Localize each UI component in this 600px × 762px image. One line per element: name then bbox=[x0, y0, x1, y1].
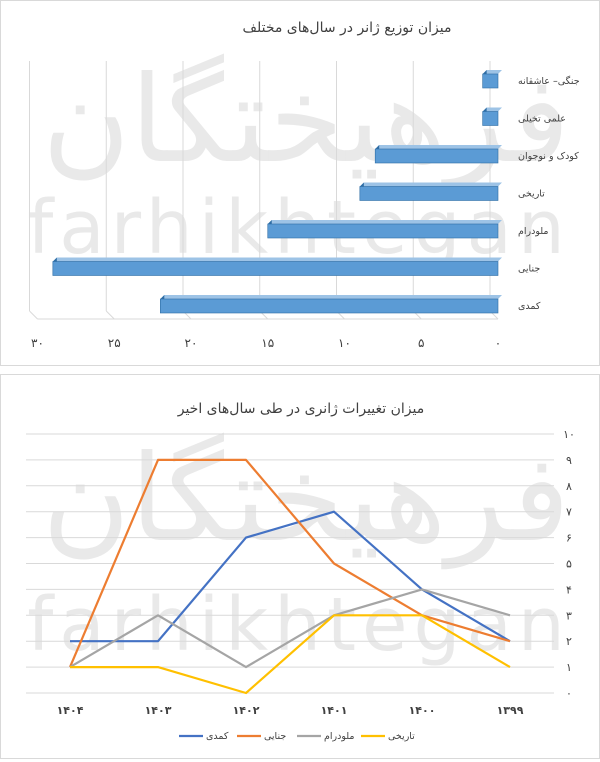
y-tick-label: ۲ bbox=[566, 635, 572, 648]
bar-top bbox=[375, 145, 502, 149]
x-axis-tick-labels: ۰ ۵ ۱۰ ۱۵ ۲۰ ۲۵ ۳۰ bbox=[31, 336, 501, 350]
x-axis-tick-labels: ۱۴۰۴ ۱۴۰۳ ۱۴۰۲ ۱۴۰۱ ۱۴۰۰ ۱۳۹۹ bbox=[57, 704, 524, 717]
series-line bbox=[70, 510, 511, 643]
x-tick-label: ۱۴۰۱ bbox=[321, 704, 348, 717]
bars bbox=[52, 70, 503, 314]
x-tick-label: ۲۰ bbox=[185, 336, 198, 350]
bar-face bbox=[160, 298, 499, 314]
gridline-floor bbox=[105, 310, 115, 320]
bar-top bbox=[359, 182, 502, 187]
bar bbox=[160, 295, 503, 314]
y-tick-label: ۴ bbox=[566, 583, 572, 596]
series-lines bbox=[68, 458, 511, 695]
x-tick-label: ۵ bbox=[418, 336, 424, 350]
category-label: تاریخی bbox=[518, 189, 545, 200]
bar-face bbox=[267, 223, 499, 239]
legend-label: کمدی bbox=[206, 731, 229, 742]
x-tick-label: ۱۴۰۴ bbox=[57, 704, 84, 717]
y-tick-label: ۸ bbox=[566, 480, 572, 493]
y-tick-label: ۳ bbox=[566, 609, 572, 622]
bar bbox=[482, 70, 502, 89]
bar-top bbox=[160, 295, 503, 299]
y-axis-tick-labels: ۰ ۱ ۲ ۳ ۴ ۵ ۶ ۷ ۸ ۹ ۱۰ bbox=[563, 428, 575, 700]
legend: کمدی جنایی ملودرام تاریخی bbox=[179, 731, 415, 742]
category-label: جنگی– عاشقانه bbox=[518, 75, 580, 87]
bar-face bbox=[359, 186, 499, 201]
legend-item: کمدی bbox=[179, 731, 229, 742]
x-tick-label: ۱۳۹۹ bbox=[497, 704, 524, 717]
watermark-primary: فرهیختگان bbox=[42, 51, 570, 190]
series-line bbox=[70, 614, 511, 695]
y-tick-label: ۱ bbox=[566, 661, 572, 674]
category-label: ملودرام bbox=[518, 226, 548, 237]
x-tick-label: ۱۴۰۲ bbox=[233, 704, 260, 717]
watermark-latin: farhikhtegan bbox=[27, 582, 571, 668]
line-chart-panel: فرهیختگان farhikhtegan میزان تغییرات ژان… bbox=[0, 374, 600, 759]
bar bbox=[52, 257, 502, 276]
bar bbox=[267, 220, 502, 239]
bar-top bbox=[482, 70, 502, 74]
bar-top bbox=[52, 257, 502, 262]
bar-face bbox=[52, 261, 499, 276]
series-line bbox=[69, 588, 511, 669]
legend-label: جنایی bbox=[264, 731, 286, 742]
legend-item: تاریخی bbox=[361, 731, 415, 742]
x-tick-label: ۰ bbox=[495, 336, 501, 350]
category-label: جنایی bbox=[518, 264, 540, 275]
legend-item: ملودرام bbox=[297, 731, 354, 742]
series-line bbox=[68, 458, 511, 668]
bar-face bbox=[374, 148, 499, 164]
line-chart: فرهیختگان farhikhtegan میزان تغییرات ژان… bbox=[26, 401, 575, 742]
x-tick-label: ۲۵ bbox=[108, 336, 121, 350]
legend-item: جنایی bbox=[237, 731, 286, 742]
category-label: کودک و نوجوان bbox=[518, 151, 579, 162]
chart-title: میزان توزیع ژانر در سال‌های مختلف bbox=[242, 20, 451, 36]
bar-top bbox=[267, 220, 502, 224]
bar bbox=[482, 107, 502, 126]
x-tick-label: ۱۵ bbox=[261, 336, 274, 350]
chart-title: میزان تغییرات ژانری در طی سال‌های اخیر bbox=[177, 401, 425, 417]
legend-label: ملودرام bbox=[324, 731, 354, 742]
x-tick-label: ۱۴۰۰ bbox=[409, 704, 436, 717]
bar-face bbox=[482, 111, 499, 126]
bar bbox=[359, 182, 502, 201]
x-tick-label: ۱۴۰۳ bbox=[145, 704, 172, 717]
gridline-floor bbox=[29, 310, 38, 320]
bar bbox=[374, 145, 502, 164]
bar-top bbox=[482, 107, 502, 112]
y-tick-label: ۷ bbox=[566, 506, 572, 519]
category-label: کمدی bbox=[518, 301, 541, 312]
bar-chart-panel: فرهیختگان farhikhtegan میزان توزیع ژانر … bbox=[0, 0, 600, 366]
y-tick-label: ۶ bbox=[566, 532, 572, 545]
y-tick-label: ۹ bbox=[566, 454, 572, 467]
category-labels: جنگی– عاشقانه علمی تخیلی کودک و نوجوان تاری… bbox=[518, 75, 580, 312]
legend-label: تاریخی bbox=[388, 731, 415, 742]
y-tick-label: ۵ bbox=[566, 558, 572, 571]
bar-chart: فرهیختگان farhikhtegan میزان توزیع ژانر … bbox=[27, 20, 580, 350]
y-tick-label: ۰ bbox=[566, 687, 572, 700]
watermark-primary: فرهیختگان bbox=[42, 430, 570, 569]
y-tick-label: ۱۰ bbox=[563, 428, 575, 441]
bar-face bbox=[482, 73, 499, 89]
x-tick-label: ۱۰ bbox=[338, 336, 351, 350]
category-label: علمی تخیلی bbox=[518, 114, 566, 125]
x-tick-label: ۳۰ bbox=[31, 336, 44, 350]
